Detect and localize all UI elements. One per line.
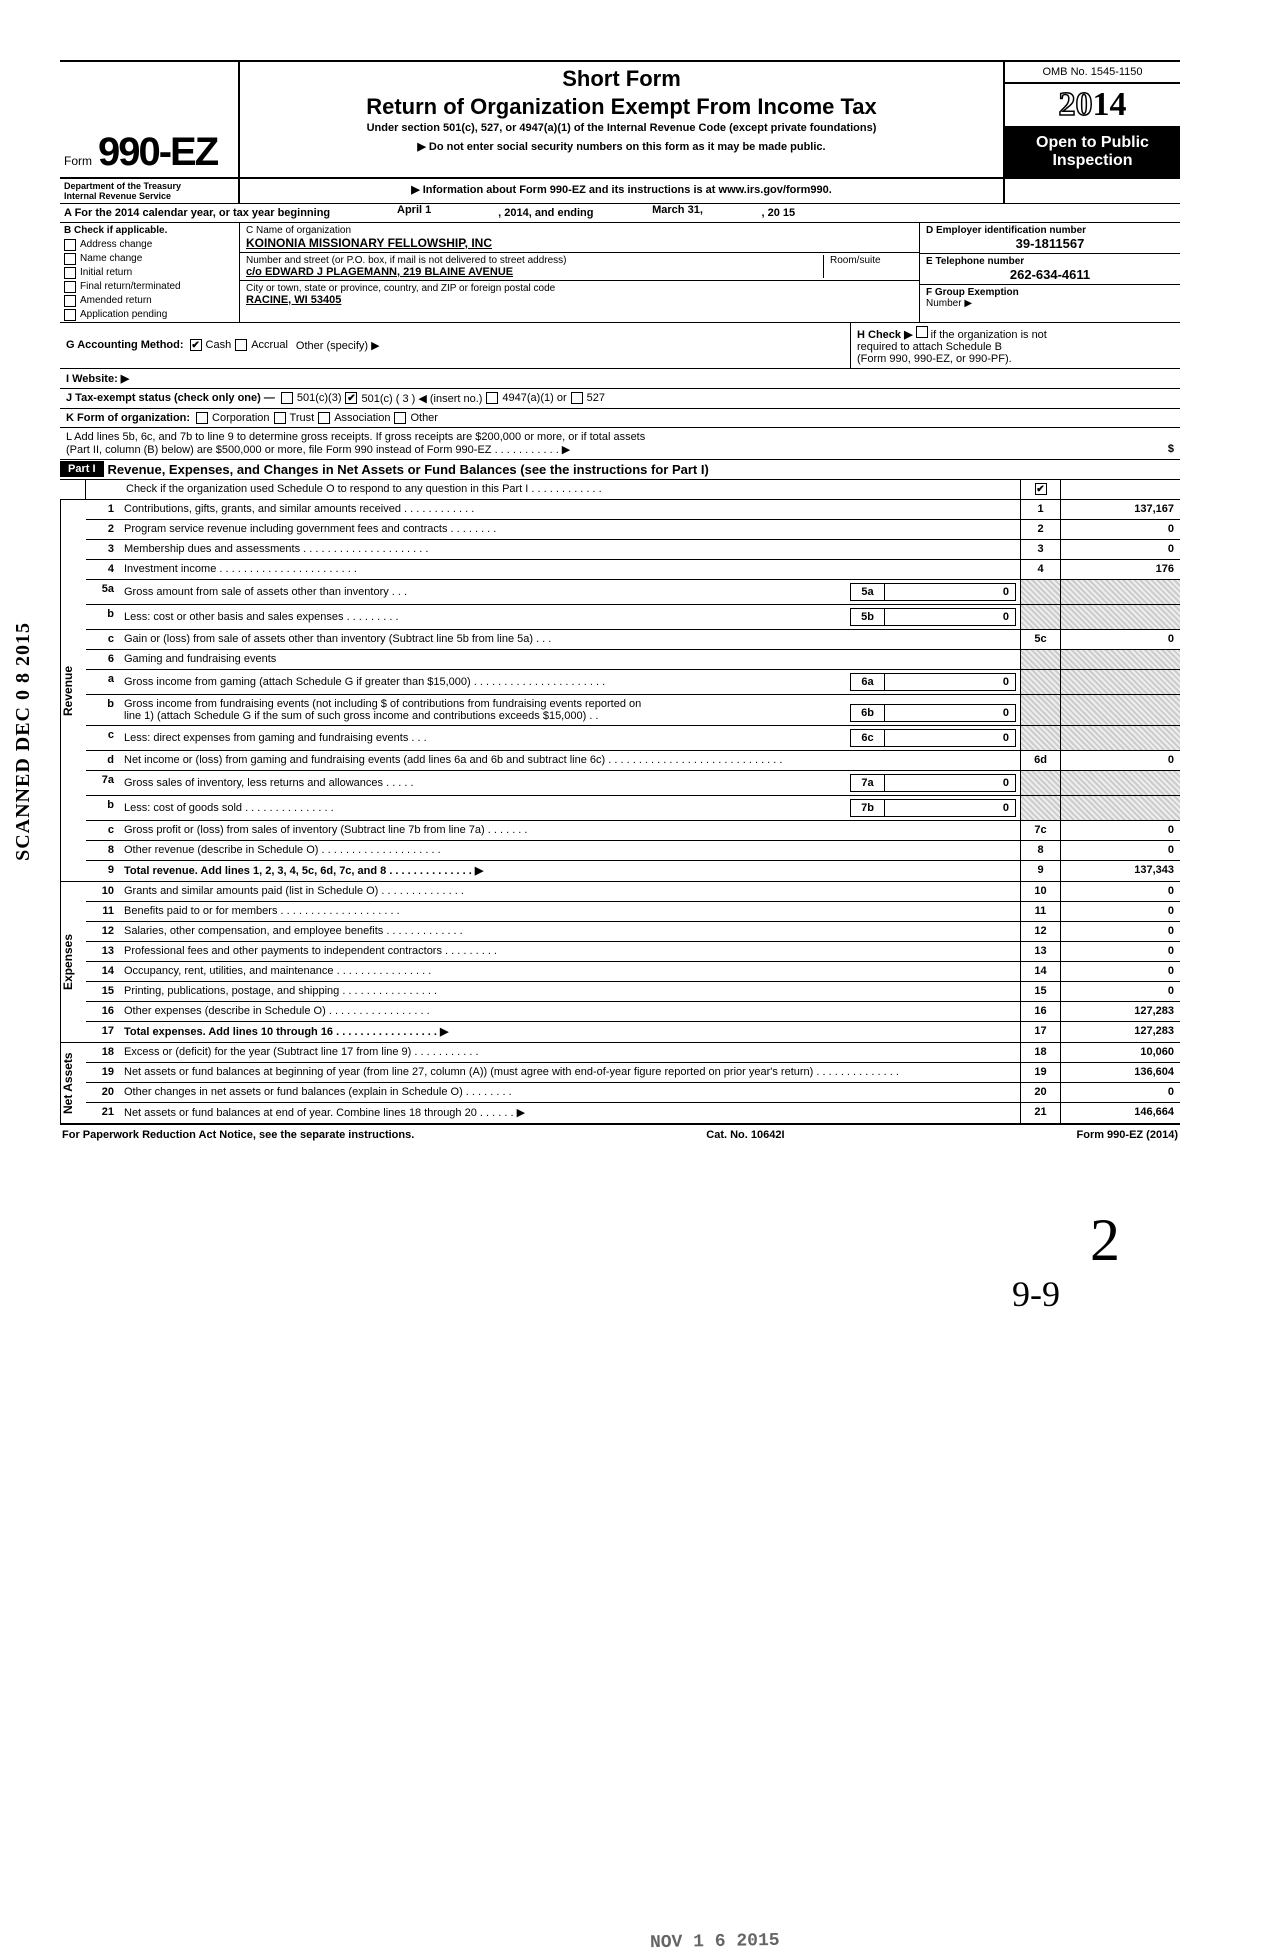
ein-phone-block: D Employer identification number 39-1811… <box>920 223 1180 322</box>
scanned-stamp: SCANNED DEC 0 8 2015 <box>12 622 35 861</box>
checkbox-4947[interactable] <box>486 392 498 404</box>
department-label: Department of the Treasury Internal Reve… <box>60 179 240 203</box>
paperwork-notice: For Paperwork Reduction Act Notice, see … <box>62 1129 414 1141</box>
line-9-value: 137,343 <box>1060 861 1180 881</box>
line-8-value: 0 <box>1060 841 1180 860</box>
warn-2: ▶ Information about Form 990-EZ and its … <box>240 179 1005 203</box>
line-l: L Add lines 5b, 6c, and 7b to line 9 to … <box>60 428 1180 460</box>
line-1-value: 137,167 <box>1060 500 1180 519</box>
expenses-sidebar: Expenses <box>60 882 86 1042</box>
open-public-badge: Open to Public Inspection <box>1005 128 1180 177</box>
checkbox-corp[interactable] <box>196 412 208 424</box>
checkbox-assoc[interactable] <box>318 412 330 424</box>
line-21-value: 146,664 <box>1060 1103 1180 1123</box>
line-15-value: 0 <box>1060 982 1180 1001</box>
form-number-cell: Form 990-EZ <box>60 62 240 177</box>
line-16-value: 127,283 <box>1060 1002 1180 1021</box>
form-word: Form <box>64 154 92 168</box>
tax-year: 2014 <box>1005 84 1180 128</box>
line-20-value: 0 <box>1060 1083 1180 1102</box>
telephone-value: 262-634-4611 <box>926 267 1174 282</box>
line-19-value: 136,604 <box>1060 1063 1180 1082</box>
line-7c-value: 0 <box>1060 821 1180 840</box>
revenue-sidebar: Revenue <box>60 500 86 881</box>
org-info-block: B Check if applicable. Address change Na… <box>60 223 1180 323</box>
line-17-value: 127,283 <box>1060 1022 1180 1042</box>
line-6d-value: 0 <box>1060 751 1180 770</box>
organization-name: KOINONIA MISSIONARY FELLOWSHIP, INC <box>246 236 913 250</box>
checkbox-amended[interactable] <box>64 295 76 307</box>
handwritten-mark-2: 9-9 <box>1012 1273 1060 1315</box>
checkbox-other[interactable] <box>394 412 406 424</box>
checkbox-initial[interactable] <box>64 267 76 279</box>
line-4-value: 176 <box>1060 560 1180 579</box>
checkbox-final[interactable] <box>64 281 76 293</box>
check-if-applicable: B Check if applicable. Address change Na… <box>60 223 240 322</box>
website-row: I Website: ▶ <box>60 369 1180 389</box>
warn-1: ▶ Do not enter social security numbers o… <box>246 140 997 153</box>
room-suite-label: Room/suite <box>823 255 913 278</box>
checkbox-trust[interactable] <box>274 412 286 424</box>
net-assets-sidebar: Net Assets <box>60 1043 86 1123</box>
checkbox-schedule-b[interactable] <box>916 326 928 338</box>
checkbox-address[interactable] <box>64 239 76 251</box>
form-footer: Form 990-EZ (2014) <box>1077 1129 1178 1141</box>
form-number: 990-EZ <box>98 130 217 175</box>
checkbox-501c[interactable]: ✔ <box>345 392 357 404</box>
received-date-stamp: NOV 1 6 2015 <box>650 1931 780 1953</box>
title-cell: Short Form Return of Organization Exempt… <box>240 62 1005 177</box>
handwritten-mark-1: 2 <box>1090 1206 1120 1275</box>
short-form-title: Short Form <box>246 66 997 92</box>
form-of-org-row: K Form of organization: Corporation Trus… <box>60 409 1180 428</box>
org-name-address: C Name of organization KOINONIA MISSIONA… <box>240 223 920 322</box>
schedule-o-check-row: Check if the organization used Schedule … <box>60 480 1180 500</box>
checkbox-schedule-o[interactable]: ✔ <box>1035 483 1047 495</box>
line-14-value: 0 <box>1060 962 1180 981</box>
footer-row: For Paperwork Reduction Act Notice, see … <box>60 1125 1180 1145</box>
header-row: Form 990-EZ Short Form Return of Organiz… <box>60 62 1180 179</box>
checkbox-pending[interactable] <box>64 309 76 321</box>
main-title: Return of Organization Exempt From Incom… <box>246 94 997 120</box>
line-10-value: 0 <box>1060 882 1180 901</box>
subtitle: Under section 501(c), 527, or 4947(a)(1)… <box>246 122 997 134</box>
line-12-value: 0 <box>1060 922 1180 941</box>
line-3-value: 0 <box>1060 540 1180 559</box>
accounting-method-row: G Accounting Method: ✔ Cash Accrual Othe… <box>60 323 1180 369</box>
line-18-value: 10,060 <box>1060 1043 1180 1062</box>
catalog-number: Cat. No. 10642I <box>706 1129 784 1141</box>
line-2-value: 0 <box>1060 520 1180 539</box>
omb-number: OMB No. 1545-1150 <box>1005 62 1180 84</box>
checkbox-527[interactable] <box>571 392 583 404</box>
right-top: OMB No. 1545-1150 2014 Open to Public In… <box>1005 62 1180 177</box>
city-state-zip: RACINE, WI 53405 <box>246 294 913 306</box>
street-address: c/o EDWARD J PLAGEMANN, 219 BLAINE AVENU… <box>246 266 823 278</box>
line-11-value: 0 <box>1060 902 1180 921</box>
checkbox-501c3[interactable] <box>281 392 293 404</box>
tax-exempt-status-row: J Tax-exempt status (check only one) — 5… <box>60 389 1180 409</box>
checkbox-name[interactable] <box>64 253 76 265</box>
line-13-value: 0 <box>1060 942 1180 961</box>
period-row: A For the 2014 calendar year, or tax yea… <box>60 204 1180 223</box>
part-1-header: Part I Revenue, Expenses, and Changes in… <box>60 460 1180 480</box>
line-5c-value: 0 <box>1060 630 1180 649</box>
ein-value: 39-1811567 <box>926 236 1174 251</box>
checkbox-cash[interactable]: ✔ <box>190 339 202 351</box>
checkbox-accrual[interactable] <box>235 339 247 351</box>
